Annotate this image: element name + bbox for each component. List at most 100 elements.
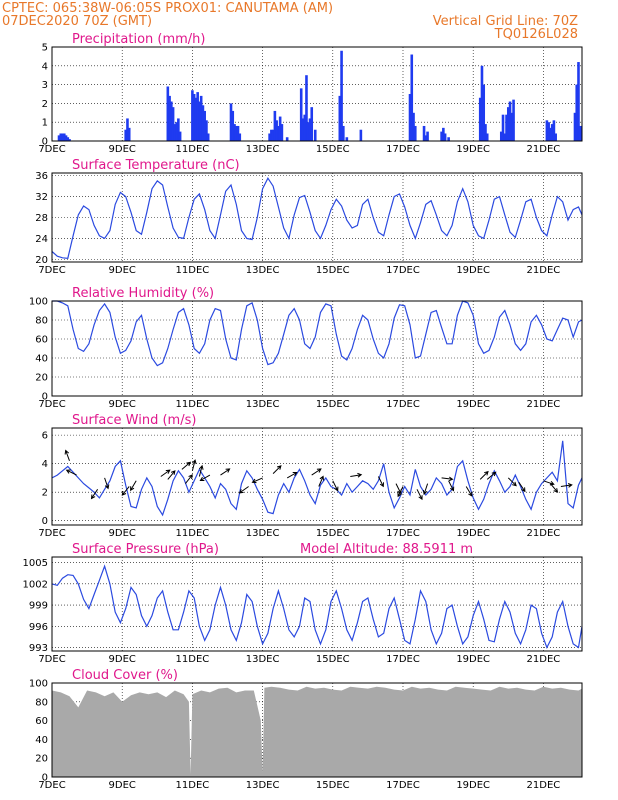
y-tick-label: 4 (42, 61, 48, 72)
precip-bar (61, 133, 64, 141)
x-tick-label: 13DEC (246, 144, 280, 155)
model-altitude-label: Model Altitude: 88.5911 m (300, 542, 473, 557)
precip-bar (408, 94, 412, 141)
wind-direction-arrow (191, 459, 197, 471)
panel-title: Surface Wind (m/s) (72, 413, 196, 428)
x-tick-label: 11DEC (176, 780, 210, 791)
precip-bar (271, 129, 275, 141)
precip-bar (443, 133, 447, 141)
panel-3: Relative Humidity (%) 0 20 40 60 80 100 7DEC 9DE… (29, 286, 583, 410)
y-tick-label: 60 (35, 335, 48, 346)
precip-bar (233, 124, 236, 141)
precip-bar (547, 122, 550, 141)
panel-frame (51, 46, 583, 142)
precip-bar (203, 110, 206, 141)
precip-bar (440, 131, 443, 141)
x-tick-label: 11DEC (176, 265, 210, 276)
x-tick-label: 9DEC (109, 654, 136, 665)
x-tick-label: 9DEC (109, 399, 136, 410)
precip-bar (345, 137, 349, 141)
wind-direction-arrow (185, 474, 193, 484)
precip-bar (285, 137, 289, 141)
x-tick-label: 13DEC (246, 528, 280, 539)
series-line (51, 177, 583, 259)
x-tick-label: 11DEC (176, 144, 210, 155)
y-tick-label: 20 (35, 255, 48, 266)
panel-title: Relative Humidity (%) (72, 286, 214, 301)
precip-bar (310, 107, 314, 141)
wind-direction-arrow (518, 481, 526, 493)
precip-bar (305, 75, 308, 141)
precip-bar (306, 122, 310, 141)
precip-bar (442, 127, 445, 141)
panels: Precipitation (mm/h) 0 1 2 3 4 5 7DEC 9DEC 11DEC 1… (23, 32, 583, 791)
panel-frame (51, 556, 583, 652)
wind-direction-arrow (64, 449, 70, 461)
precip-bar (192, 94, 196, 141)
x-tick-label: 7DEC (38, 399, 65, 410)
x-tick-label: 7DEC (38, 654, 65, 665)
x-tick-label: 13DEC (246, 399, 280, 410)
x-tick-label: 13DEC (246, 780, 280, 791)
precip-bar (485, 133, 489, 141)
wind-direction-arrow (422, 483, 429, 496)
x-tick-label: 15DEC (316, 144, 350, 155)
x-tick-label: 15DEC (316, 654, 350, 665)
precip-bar (206, 133, 210, 141)
panel-2: Surface Temperature (nC) 20 24 28 32 36 7DEC 9D… (35, 158, 583, 276)
precip-bar (301, 118, 305, 141)
y-tick-label: 80 (35, 697, 48, 708)
precip-bar (575, 84, 579, 141)
panel-1: Precipitation (mm/h) 0 1 2 3 4 5 7DEC 9DEC 11DEC 1… (38, 32, 583, 155)
y-tick-label: 2 (42, 99, 48, 110)
y-tick-label: 36 (35, 171, 48, 182)
precip-bar (194, 97, 198, 141)
wind-direction-arrow (318, 475, 324, 487)
precip-bar (484, 124, 487, 141)
precip-bar (205, 120, 208, 141)
x-tick-label: 9DEC (109, 528, 136, 539)
precip-bar (270, 129, 273, 141)
precip-bar (196, 92, 199, 141)
y-tick-label: 28 (35, 213, 48, 224)
precip-bar (201, 105, 205, 141)
header-model-id: TQ0126L028 (494, 27, 578, 42)
precip-bar (177, 118, 180, 141)
precip-bar (340, 50, 343, 142)
wind-direction-arrow (350, 472, 363, 478)
x-tick-label: 15DEC (316, 528, 350, 539)
wind-direction-arrow (286, 472, 298, 479)
x-tick-label: 9DEC (109, 780, 136, 791)
x-tick-label: 11DEC (176, 399, 210, 410)
y-tick-label: 996 (29, 622, 48, 633)
x-tick-label: 7DEC (38, 780, 65, 791)
cloud-cover-area (52, 686, 582, 777)
precip-bar (62, 133, 66, 141)
series-line (51, 564, 583, 650)
wind-direction-arrow (238, 486, 249, 494)
y-tick-label: 3 (42, 80, 48, 91)
precip-bar (66, 137, 70, 141)
y-tick-label: 0 (42, 773, 48, 784)
wind-direction-arrow (220, 468, 231, 476)
x-tick-label: 19DEC (456, 265, 490, 276)
panel-frame (51, 172, 583, 263)
precip-bar (410, 54, 414, 141)
precip-bar (499, 131, 503, 141)
precip-bar (231, 110, 235, 141)
x-tick-label: 15DEC (316, 265, 350, 276)
precip-bar (171, 107, 175, 141)
y-tick-label: 40 (35, 354, 48, 365)
y-tick-label: 999 (29, 601, 48, 612)
wind-direction-arrow (199, 474, 211, 481)
x-tick-label: 21DEC (527, 265, 561, 276)
wind-direction-arrow (272, 465, 282, 474)
x-tick-label: 21DEC (527, 654, 561, 665)
precip-bar (124, 129, 128, 141)
precip-bar (234, 125, 238, 141)
y-tick-label: 0 (42, 137, 48, 148)
wind-direction-arrow (397, 486, 404, 498)
wind-direction-arrow (90, 489, 99, 500)
precip-bar (426, 131, 429, 141)
